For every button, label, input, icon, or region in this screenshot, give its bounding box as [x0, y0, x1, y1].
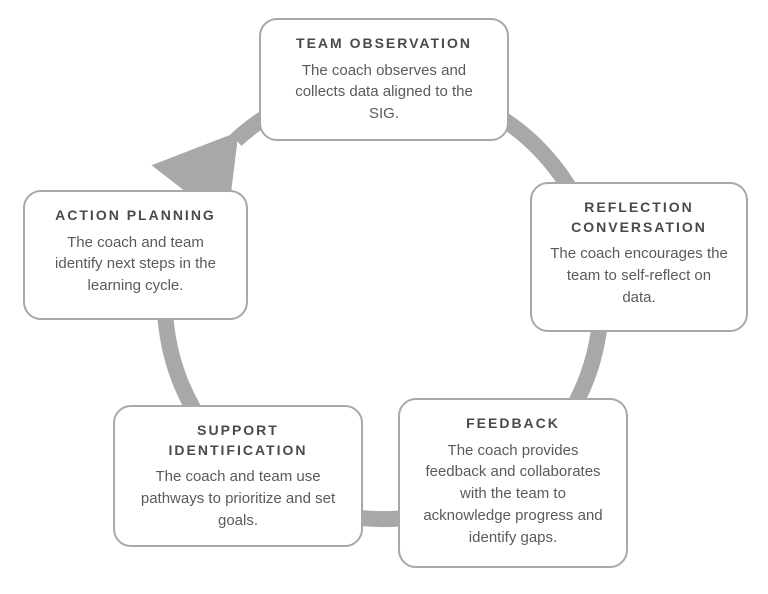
node-title: SUPPORT IDENTIFICATION — [133, 421, 343, 460]
cycle-diagram: TEAM OBSERVATION The coach observes and c… — [0, 0, 768, 594]
cycle-node-reflection-conversation: REFLECTION CONVERSATION The coach encoura… — [530, 182, 748, 332]
node-desc: The coach observes and collects data ali… — [279, 60, 489, 125]
node-title: ACTION PLANNING — [43, 206, 228, 226]
cycle-node-feedback: FEEDBACK The coach provides feedback and … — [398, 398, 628, 568]
node-title: TEAM OBSERVATION — [279, 34, 489, 54]
node-desc: The coach and team use pathways to prior… — [133, 466, 343, 531]
cycle-node-support-identification: SUPPORT IDENTIFICATION The coach and team… — [113, 405, 363, 547]
node-title: REFLECTION CONVERSATION — [550, 198, 728, 237]
cycle-node-team-observation: TEAM OBSERVATION The coach observes and c… — [259, 18, 509, 141]
node-title: FEEDBACK — [418, 414, 608, 434]
node-desc: The coach and team identify next steps i… — [43, 232, 228, 297]
node-desc: The coach provides feedback and collabor… — [418, 440, 608, 549]
node-desc: The coach encourages the team to self-re… — [550, 243, 728, 308]
cycle-node-action-planning: ACTION PLANNING The coach and team identi… — [23, 190, 248, 320]
